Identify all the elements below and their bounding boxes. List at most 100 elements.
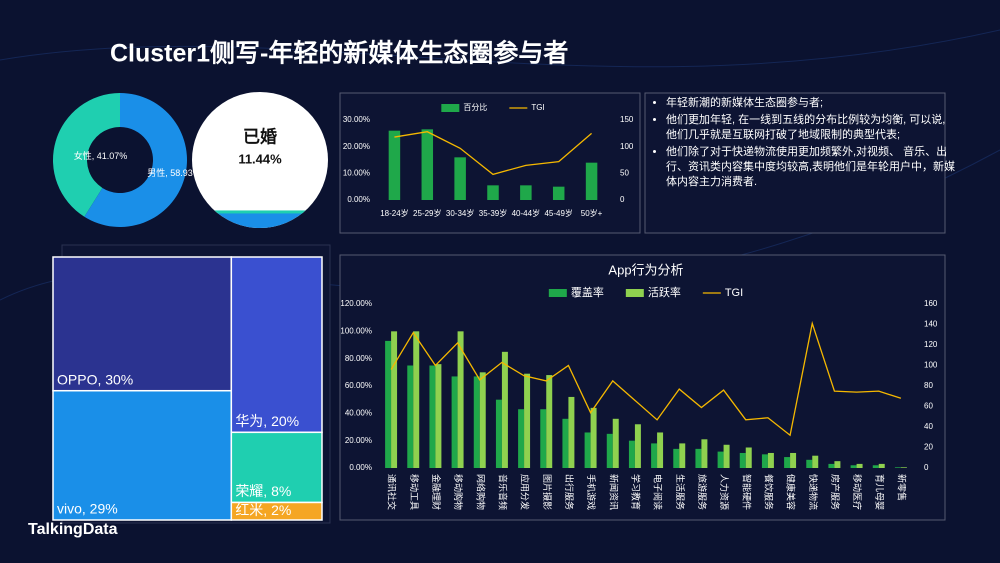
- y-tick-label: 60.00%: [345, 381, 372, 390]
- x-tick-label: 45-49岁: [544, 208, 572, 218]
- treemap-cell: [230, 256, 323, 434]
- x-tick-label: 新闻资讯: [608, 474, 619, 510]
- x-tick-label: 通讯社交: [387, 474, 398, 510]
- decor: [0, 29, 1000, 68]
- x-tick-label: 新零售: [897, 474, 908, 501]
- line-series: [390, 320, 902, 437]
- bar: [806, 459, 813, 468]
- bar: [487, 185, 499, 200]
- panel: [644, 92, 946, 234]
- bar: [761, 454, 768, 468]
- bar: [479, 372, 486, 468]
- bar: [391, 331, 398, 468]
- y2-tick-label: 100: [924, 361, 938, 370]
- x-tick-label: 35-39岁: [479, 208, 507, 218]
- x-tick-label: 金融理财: [431, 474, 442, 510]
- x-tick-label: 餐饮服务: [764, 474, 775, 510]
- x-tick-label: 30-34岁: [446, 208, 474, 218]
- bar: [723, 444, 730, 468]
- gauge-bg: [192, 92, 328, 228]
- gauge-label: 已婚: [243, 126, 277, 146]
- legend: 百分比 TGI: [441, 102, 545, 112]
- bar: [546, 375, 553, 468]
- bar: [524, 373, 531, 468]
- bar: [834, 461, 841, 468]
- y2-tick-label: 0: [620, 195, 625, 204]
- bar: [739, 452, 746, 468]
- x-tick-label: 快递物流: [808, 474, 819, 510]
- bar: [784, 457, 791, 468]
- gauge-wave: [192, 210, 328, 214]
- bar: [585, 162, 598, 200]
- bar: [540, 409, 547, 468]
- bar: [562, 418, 569, 468]
- bullet: 年轻新潮的新媒体生态圈参与者;: [666, 96, 956, 111]
- gauge-value: 11.44%: [238, 151, 282, 166]
- bar: [651, 443, 658, 468]
- bar: [473, 376, 480, 468]
- bar: [634, 424, 641, 468]
- x-tick-label: 50岁+: [581, 208, 603, 218]
- legend-swatch: [625, 289, 644, 297]
- bar: [421, 129, 434, 200]
- treemap-label: vivo, 29%: [57, 501, 118, 517]
- legend-label: TGI: [725, 287, 743, 299]
- bar: [828, 463, 835, 468]
- treemap-label: 华为, 20%: [235, 413, 299, 429]
- bar: [552, 186, 565, 200]
- x-tick-label: 40-44岁: [512, 208, 540, 218]
- treemap-cell: [230, 501, 323, 521]
- bar: [501, 351, 508, 468]
- x-tick-label: 应用分发: [520, 474, 531, 510]
- treemap-label: OPPO, 30%: [57, 371, 133, 387]
- y2-tick-label: 0: [924, 463, 929, 472]
- y2-tick-label: 150: [620, 115, 634, 124]
- legend-swatch: [441, 104, 460, 112]
- bar: [679, 443, 686, 468]
- x-tick-label: 电子阅读: [653, 474, 664, 510]
- bar: [520, 185, 532, 200]
- bar: [435, 364, 442, 468]
- legend-label: 覆盖率: [571, 285, 604, 299]
- x-tick-label: 人力资源: [719, 474, 730, 510]
- treemap-label: 荣耀, 8%: [235, 483, 291, 499]
- x-tick-label: 育儿母婴: [874, 474, 885, 510]
- bar: [612, 418, 619, 468]
- x-tick-label: 手机游戏: [586, 474, 597, 510]
- legend-swatch: [548, 289, 567, 297]
- bar: [628, 440, 635, 468]
- bullet-list: 年轻新潮的新媒体生态圈参与者; 他们更加年轻, 在一线到五线的分布比例较为均衡, …: [650, 96, 956, 192]
- y-tick-label: 0.00%: [349, 463, 372, 472]
- bar: [590, 407, 597, 468]
- legend-label: 百分比: [463, 102, 487, 112]
- x-tick-label: 出行服务: [564, 474, 575, 510]
- bar: [413, 331, 420, 468]
- bar: [850, 465, 857, 468]
- y-tick-label: 120.00%: [340, 299, 372, 308]
- x-tick-label: 网络购物: [475, 474, 486, 510]
- treemap-cell: [52, 389, 233, 521]
- bar: [812, 455, 819, 468]
- x-tick-label: 旅游服务: [697, 474, 708, 510]
- x-tick-label: 音乐音频: [498, 474, 509, 510]
- x-tick-label: 18-24岁: [380, 208, 408, 218]
- y-tick-label: 30.00%: [343, 115, 370, 124]
- slide-title: Cluster1侧写-年轻的新媒体生态圈参与者: [110, 39, 568, 68]
- y-tick-label: 40.00%: [345, 408, 372, 417]
- x-tick-label: 生活服务: [675, 474, 686, 510]
- x-tick-label: 移动医疗: [852, 474, 863, 510]
- bar: [872, 465, 879, 468]
- bar: [584, 432, 591, 468]
- bullet: 他们除了对于快递物流使用更加频繁外,对视频、 音乐、出行、资讯类内容集中度均较高…: [666, 145, 956, 190]
- x-tick-label: 学习教育: [631, 474, 642, 510]
- y2-tick-label: 80: [924, 381, 933, 390]
- bar: [701, 439, 708, 468]
- y-tick-label: 80.00%: [345, 354, 372, 363]
- bar: [878, 463, 885, 468]
- y2-tick-label: 120: [924, 340, 938, 349]
- y2-tick-label: 40: [924, 422, 933, 431]
- bar: [900, 467, 907, 468]
- y2-tick-label: 60: [924, 402, 933, 411]
- chart-title: App行为分析: [608, 262, 683, 277]
